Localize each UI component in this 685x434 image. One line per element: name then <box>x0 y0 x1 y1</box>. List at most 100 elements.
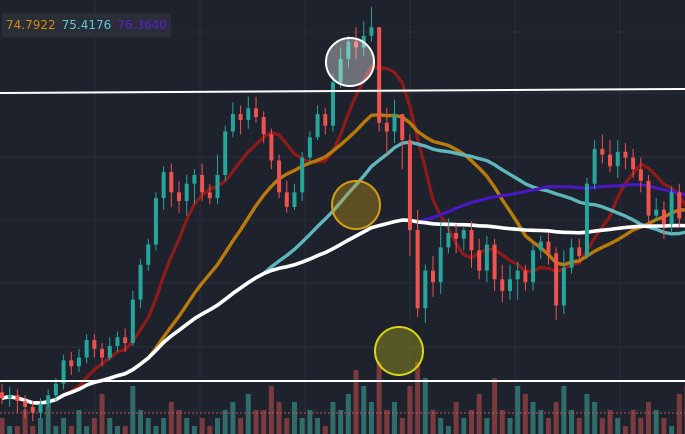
candle[interactable] <box>92 334 97 358</box>
candle[interactable] <box>38 398 43 419</box>
candle[interactable] <box>546 232 551 265</box>
candle[interactable] <box>492 238 497 291</box>
candle[interactable] <box>515 261 520 300</box>
candle[interactable] <box>646 174 651 225</box>
candle[interactable] <box>407 134 412 257</box>
candle[interactable] <box>23 395 28 419</box>
candle[interactable] <box>523 264 528 291</box>
candle[interactable] <box>61 354 66 390</box>
candle[interactable] <box>0 383 4 404</box>
candle[interactable] <box>377 27 382 132</box>
candle[interactable] <box>177 180 182 213</box>
candle[interactable] <box>146 238 151 271</box>
candle[interactable] <box>230 102 235 138</box>
candle[interactable] <box>484 235 489 283</box>
candle[interactable] <box>638 157 643 193</box>
candle[interactable] <box>431 256 436 297</box>
candle[interactable] <box>446 218 451 254</box>
candle[interactable] <box>238 105 243 135</box>
candle[interactable] <box>169 163 174 207</box>
candle[interactable] <box>192 169 197 204</box>
candle[interactable] <box>454 224 459 254</box>
candle[interactable] <box>477 238 482 280</box>
candle[interactable] <box>123 328 128 352</box>
candle[interactable] <box>315 105 320 141</box>
candle[interactable] <box>292 183 297 210</box>
candle[interactable] <box>223 125 228 181</box>
candle[interactable] <box>592 140 597 190</box>
candle[interactable] <box>654 198 659 222</box>
candle[interactable] <box>153 192 158 251</box>
volume-bar <box>515 386 521 434</box>
candle[interactable] <box>469 221 474 268</box>
candle[interactable] <box>300 151 305 202</box>
candle[interactable] <box>338 47 343 89</box>
candle[interactable] <box>261 111 266 144</box>
candle-body <box>46 395 51 404</box>
candle[interactable] <box>253 96 258 123</box>
candle[interactable] <box>438 221 443 294</box>
volume-bar <box>522 394 528 434</box>
candle[interactable] <box>307 131 312 164</box>
candle[interactable] <box>531 244 536 291</box>
resistance-trendline[interactable] <box>0 88 685 94</box>
candle[interactable] <box>207 183 212 204</box>
candle[interactable] <box>107 337 112 361</box>
candle[interactable] <box>415 209 420 317</box>
candle[interactable] <box>554 247 559 320</box>
volume-bar <box>669 426 675 434</box>
candle[interactable] <box>69 351 74 375</box>
candle[interactable] <box>423 264 428 323</box>
candle[interactable] <box>277 154 282 199</box>
candle[interactable] <box>30 401 35 422</box>
candle[interactable] <box>115 331 120 352</box>
candle[interactable] <box>246 96 251 129</box>
candle[interactable] <box>500 264 505 303</box>
candle[interactable] <box>677 183 682 228</box>
candle[interactable] <box>400 114 405 170</box>
bottom-highlight-circle[interactable] <box>374 326 424 376</box>
candle[interactable] <box>46 389 51 407</box>
candle[interactable] <box>461 227 466 251</box>
moving-average-line-5[interactable] <box>1 218 685 405</box>
candle[interactable] <box>507 264 512 300</box>
candle[interactable] <box>130 290 135 346</box>
candle[interactable] <box>608 140 613 173</box>
candle[interactable] <box>577 238 582 262</box>
candle[interactable] <box>354 27 359 60</box>
candle[interactable] <box>600 134 605 164</box>
candle[interactable] <box>184 174 189 216</box>
candle[interactable] <box>384 108 389 155</box>
candle[interactable] <box>269 128 274 170</box>
candle[interactable] <box>138 259 143 309</box>
candles[interactable] <box>0 6 685 422</box>
candle[interactable] <box>631 148 636 178</box>
candle[interactable] <box>7 386 12 407</box>
candle[interactable] <box>215 154 220 204</box>
candle[interactable] <box>615 140 620 178</box>
candle[interactable] <box>392 99 397 144</box>
candle[interactable] <box>569 238 574 274</box>
candle[interactable] <box>346 35 351 68</box>
mid-highlight-circle[interactable] <box>331 180 381 230</box>
candle[interactable] <box>15 389 20 413</box>
candle[interactable] <box>661 201 666 239</box>
candle[interactable] <box>200 163 205 202</box>
candle[interactable] <box>369 6 374 42</box>
top-highlight-circle[interactable] <box>325 37 375 87</box>
candle[interactable] <box>161 166 166 210</box>
volume-bar <box>168 402 174 434</box>
candle[interactable] <box>623 143 628 170</box>
candle[interactable] <box>100 343 105 367</box>
candle[interactable] <box>584 177 589 260</box>
candle[interactable] <box>561 250 566 315</box>
candle[interactable] <box>84 334 89 364</box>
candle[interactable] <box>76 348 81 373</box>
candle[interactable] <box>538 235 543 260</box>
candle[interactable] <box>669 186 674 233</box>
candle[interactable] <box>284 180 289 213</box>
candle[interactable] <box>330 73 335 132</box>
volume-bar <box>99 394 105 434</box>
candle[interactable] <box>323 108 328 135</box>
